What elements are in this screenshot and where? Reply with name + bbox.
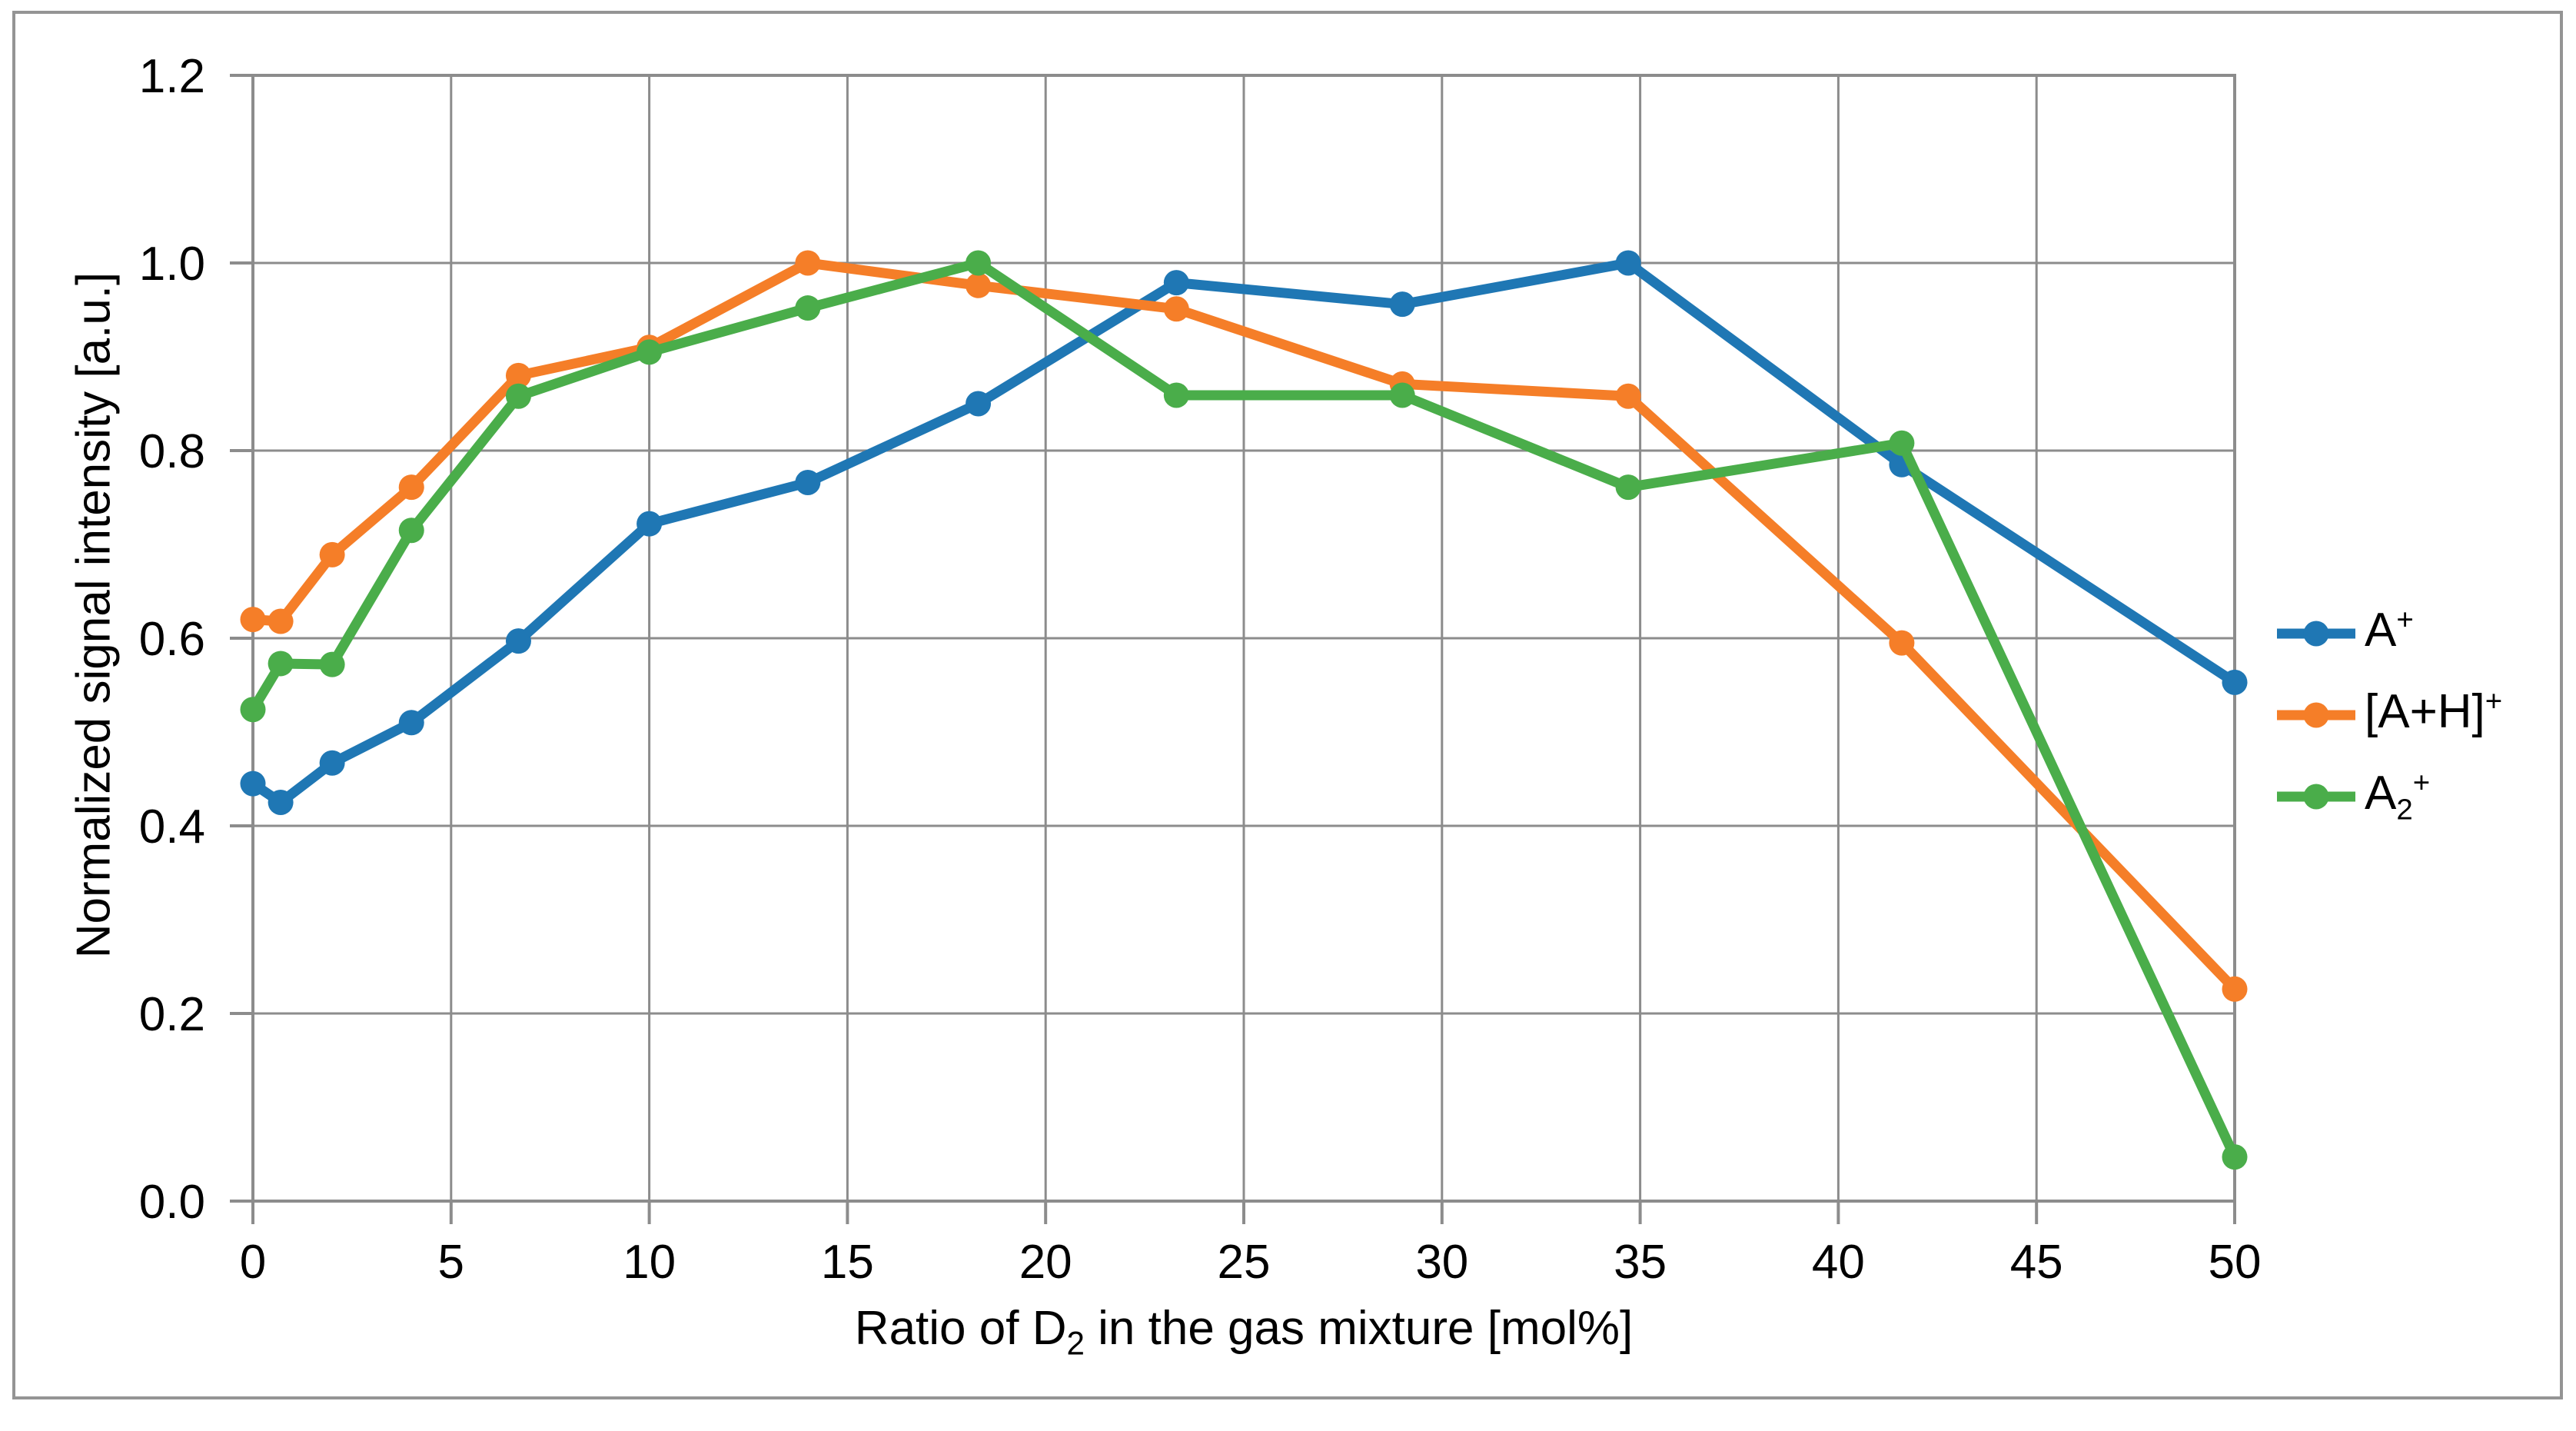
data-point [268,790,294,815]
data-point [398,474,424,501]
data-point [505,383,531,409]
x-tick-label: 25 [1218,1236,1271,1289]
data-point [505,628,531,654]
x-tick-label: 35 [1614,1236,1667,1289]
data-point [1389,291,1415,318]
data-point [240,697,266,723]
legend-item-a2-plus: A2+ [2277,766,2502,827]
x-tick-label: 50 [2209,1236,2262,1289]
data-point [1163,270,1189,296]
y-tick-label: 1.2 [139,50,205,103]
y-tick-label: 0.4 [139,800,205,854]
data-point [795,250,821,276]
legend-label-a-h-plus: [A+H]+ [2365,684,2503,739]
x-tick-label: 15 [821,1236,874,1289]
x-axis-title-pre: Ratio of D [854,1302,1067,1355]
data-point [1615,250,1641,276]
data-point [2222,1144,2248,1170]
data-point [268,651,294,677]
data-point [795,295,821,321]
data-point [1615,474,1641,501]
y-tick-label: 0.2 [139,988,205,1041]
legend-swatch-orange-line-marker-icon [2277,701,2355,729]
y-tick-label: 0.6 [139,613,205,666]
data-point [240,770,266,797]
y-tick-label: 0.8 [139,425,205,478]
x-axis-title: Ratio of D2 in the gas mixture [mol%] [855,1301,1633,1362]
x-tick-label: 10 [623,1236,676,1289]
data-point [1889,430,1915,456]
data-point [966,272,992,298]
data-point [1615,383,1641,409]
data-point [1163,382,1189,408]
data-point [319,750,345,776]
data-point [319,541,345,567]
x-tick-label: 0 [240,1236,266,1289]
data-point [795,469,821,495]
data-point [1889,630,1915,656]
data-point [319,651,345,677]
y-tick-label: 1.0 [139,238,205,291]
x-tick-label: 5 [438,1236,464,1289]
data-point [1163,296,1189,322]
x-tick-label: 40 [1812,1236,1865,1289]
legend-item-a-h-plus: [A+H]+ [2277,684,2503,743]
data-point [966,391,992,417]
x-axis-title-post: in the gas mixture [mol%] [1084,1302,1634,1355]
legend-item-a-plus: A+ [2277,603,2502,661]
x-axis-title-subscript: 2 [1066,1325,1085,1362]
data-point [637,339,663,365]
data-point [505,362,531,388]
data-point [637,511,663,537]
data-point [268,608,294,634]
x-tick-label: 45 [2010,1236,2063,1289]
y-axis-title: Normalized signal intensity [a.u.] [67,271,121,959]
legend: A+ [A+H]+ A2+ [2277,603,2503,850]
legend-swatch-blue-line-marker-icon [2277,620,2355,647]
data-point [240,607,266,633]
data-point [398,710,424,736]
data-point [966,250,992,276]
x-tick-label: 30 [1415,1236,1468,1289]
data-point [2222,669,2248,695]
legend-label-a-plus: A+ [2365,603,2414,657]
x-tick-label: 20 [1019,1236,1072,1289]
legend-label-a2-plus: A2+ [2365,766,2431,827]
y-tick-label: 0.0 [139,1176,205,1229]
data-point [1389,382,1415,408]
data-point [2222,976,2248,1002]
legend-swatch-green-line-marker-icon [2277,783,2355,810]
data-point [398,517,424,544]
